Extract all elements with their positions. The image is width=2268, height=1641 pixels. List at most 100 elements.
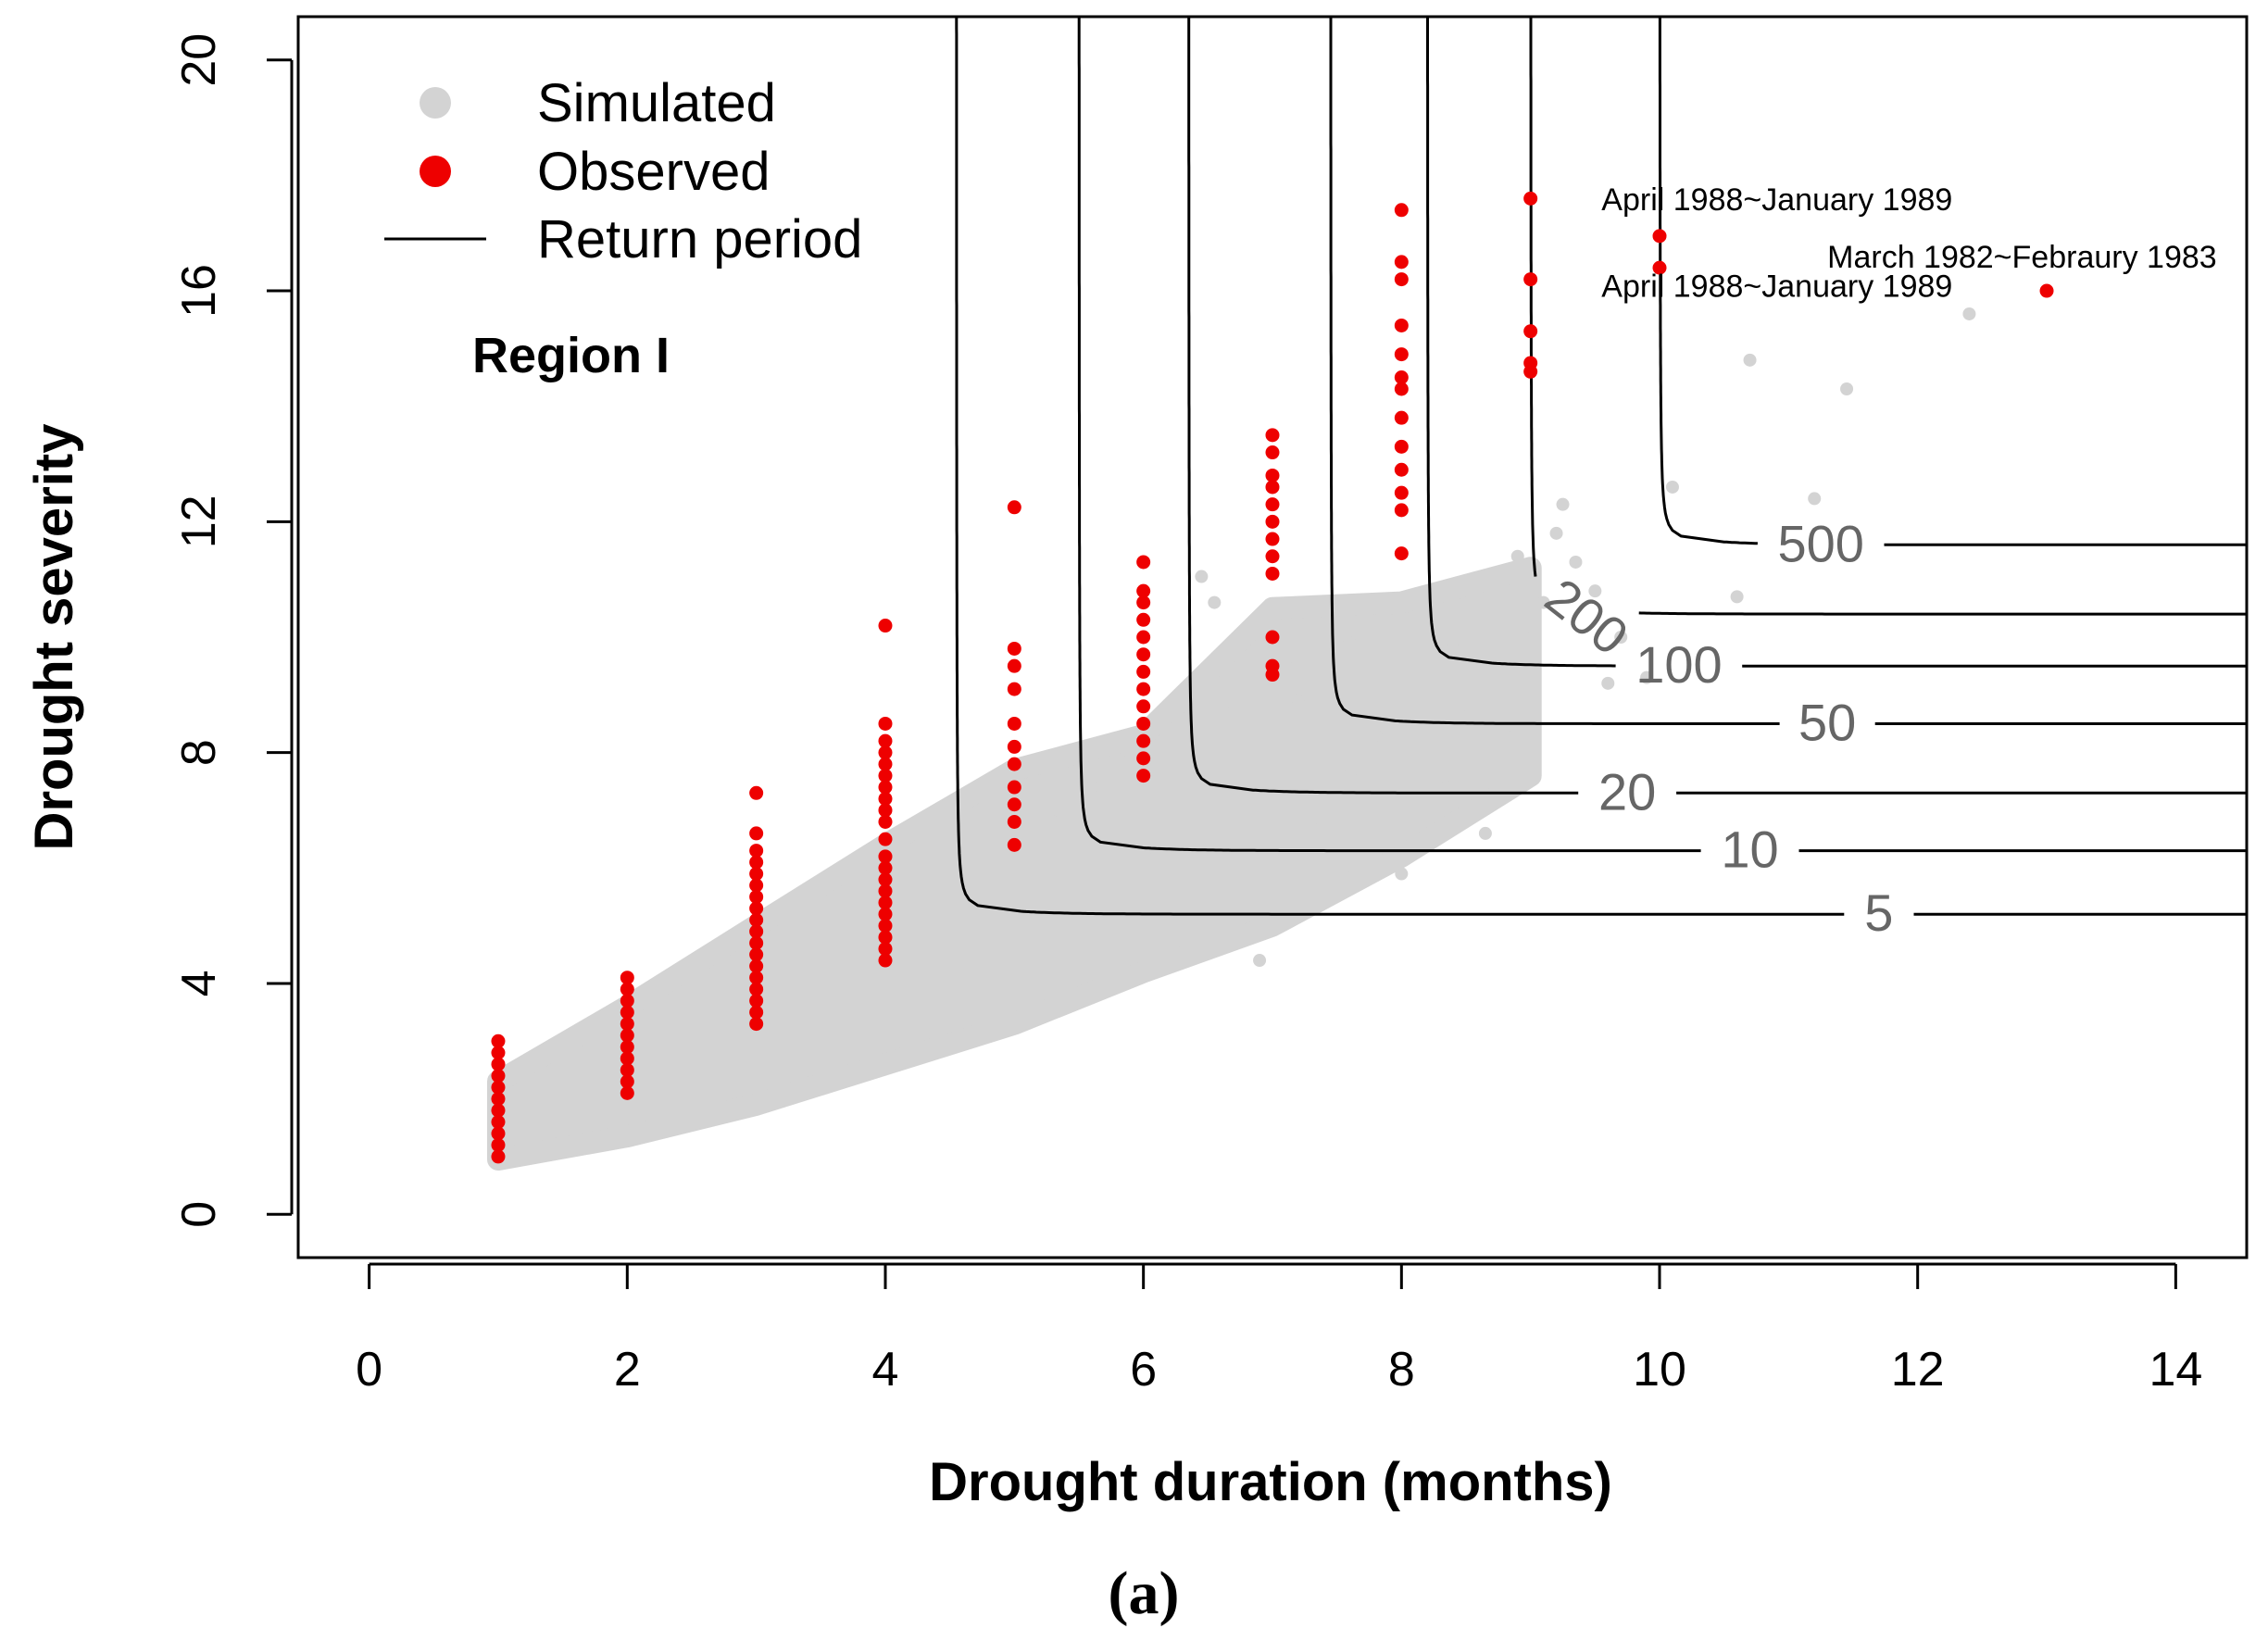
observed-point — [491, 1149, 506, 1164]
observed-point — [1394, 203, 1409, 218]
observed-point — [491, 1092, 506, 1107]
observed-point — [1007, 500, 1021, 515]
simulated-point — [1640, 670, 1654, 684]
observed-point — [1265, 497, 1280, 512]
y-tick-label: 12 — [172, 495, 226, 548]
annotations: April 1988~January 1989 April 1988~Januar… — [1601, 182, 2216, 304]
simulated-point — [1453, 699, 1467, 713]
simulated-point — [1421, 694, 1435, 708]
observed-point — [1265, 480, 1280, 495]
observed-point — [620, 1062, 634, 1077]
legend: Simulated Observed Return period — [384, 73, 862, 269]
observed-point — [749, 889, 764, 904]
observed-point — [620, 1005, 634, 1020]
observed-point — [620, 1051, 634, 1066]
return-period-curve — [1658, 17, 2247, 546]
simulated-point — [1227, 706, 1241, 720]
observed-point — [878, 883, 893, 898]
observed-point — [878, 780, 893, 795]
simulated-point — [1343, 769, 1357, 783]
observed-point — [749, 785, 764, 800]
observed-point — [1265, 658, 1280, 673]
observed-point — [620, 982, 634, 996]
observed-point — [1394, 272, 1409, 287]
observed-point — [1652, 260, 1667, 275]
observed-point — [749, 994, 764, 1008]
axes: 0 2 4 6 8 10 12 14 0 4 8 12 16 20 — [172, 33, 2202, 1397]
observed-point — [749, 958, 764, 973]
observed-point — [1136, 583, 1151, 598]
return-period-curve — [955, 17, 2247, 916]
simulated-point — [1253, 954, 1267, 968]
simulated-point — [1743, 353, 1757, 367]
observed-point — [878, 896, 893, 910]
simulated-point — [1149, 844, 1163, 858]
return-period-curve — [1426, 17, 2247, 668]
return-period-curve — [1187, 17, 2247, 795]
simulated-point — [1369, 728, 1383, 742]
observed-point — [878, 860, 893, 875]
observed-point — [620, 971, 634, 985]
observed-point — [620, 1028, 634, 1043]
observed-point — [749, 912, 764, 927]
simulated-point — [1304, 820, 1318, 834]
observed-point — [878, 745, 893, 760]
simulated-point — [1556, 497, 1570, 511]
simulated-point — [1569, 555, 1583, 569]
legend-simulated-marker — [420, 87, 451, 119]
simulated-point — [1046, 815, 1060, 829]
observed-point — [491, 1033, 506, 1048]
event-annotation: March 1982~Febraury 1983 — [1827, 240, 2217, 275]
simulated-point — [1614, 631, 1628, 644]
x-tick-label: 12 — [1891, 1343, 1945, 1397]
observed-point — [878, 907, 893, 921]
observed-point — [1265, 428, 1280, 443]
panel-label: (a) — [1109, 1560, 1180, 1627]
observed-point — [1652, 229, 1667, 244]
observed-point — [1007, 837, 1021, 852]
return-period-curve — [1077, 17, 2247, 853]
simulated-point — [1665, 480, 1679, 494]
observed-point — [749, 826, 764, 841]
x-tick-label: 0 — [356, 1343, 382, 1397]
return-period-label: 100 — [1635, 635, 1722, 694]
return-period-label: 10 — [1721, 820, 1778, 879]
observed-point — [1136, 555, 1151, 570]
legend-return-period-label: Return period — [537, 209, 862, 269]
observed-point — [749, 855, 764, 870]
simulated-point — [1601, 676, 1615, 690]
observed-point — [878, 832, 893, 846]
simulated-point — [1497, 728, 1511, 742]
simulated-point — [1588, 584, 1602, 598]
observed-point — [491, 1057, 506, 1071]
observed-point — [1136, 595, 1151, 610]
observed-point — [878, 769, 893, 783]
observed-point — [1265, 549, 1280, 564]
observed-point — [749, 901, 764, 916]
observed-point — [1394, 318, 1409, 332]
observed-point — [1007, 739, 1021, 754]
observed-point — [620, 1040, 634, 1055]
simulated-point — [1510, 549, 1524, 563]
observed-point — [1265, 514, 1280, 529]
observed-point — [1523, 356, 1538, 370]
return-period-label: 5 — [1864, 883, 1893, 942]
return-period-curve — [1529, 17, 2247, 616]
observed-point — [1394, 370, 1409, 385]
y-tick-label: 4 — [172, 970, 226, 996]
observed-point — [878, 733, 893, 748]
simulated-point — [1395, 867, 1409, 881]
observed-point — [749, 1017, 764, 1032]
plot-frame — [296, 15, 2249, 1259]
observed-point — [1136, 751, 1151, 766]
observed-point — [749, 971, 764, 985]
observed-point — [491, 1115, 506, 1130]
observed-point — [878, 849, 893, 864]
observed-point — [1007, 757, 1021, 771]
observed-point — [878, 757, 893, 771]
observed-point — [1394, 439, 1409, 454]
simulated-point — [1195, 570, 1209, 583]
observed-point — [1136, 612, 1151, 627]
observed-point — [878, 942, 893, 957]
simulated-point — [1962, 307, 1976, 320]
